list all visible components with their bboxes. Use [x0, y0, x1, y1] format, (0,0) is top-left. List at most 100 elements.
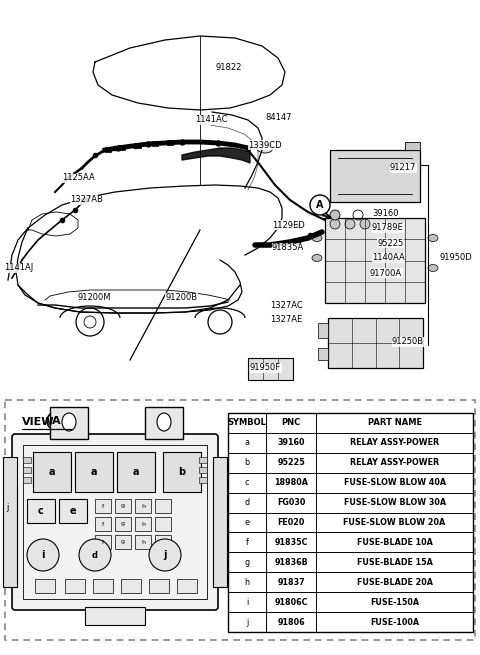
Bar	[75, 452, 113, 492]
Ellipse shape	[428, 265, 438, 272]
Text: 1141AC: 1141AC	[195, 115, 228, 124]
Bar	[167, 140, 173, 145]
Bar	[23, 467, 31, 473]
Bar	[115, 517, 131, 531]
Bar	[199, 477, 207, 483]
Text: 91822: 91822	[215, 64, 241, 73]
Text: 1140AA: 1140AA	[372, 253, 405, 263]
Text: h: h	[141, 521, 145, 527]
Bar	[95, 535, 111, 549]
Text: f: f	[246, 538, 249, 547]
Bar	[23, 445, 207, 599]
Text: RELAY ASSY-POWER: RELAY ASSY-POWER	[350, 438, 439, 447]
Text: 91950D: 91950D	[440, 253, 473, 263]
Circle shape	[330, 210, 340, 220]
Text: 91789E: 91789E	[372, 223, 404, 233]
Text: SYMBOL: SYMBOL	[228, 419, 266, 428]
Text: e: e	[70, 506, 76, 516]
Text: FUSE-BLADE 15A: FUSE-BLADE 15A	[357, 558, 432, 567]
Bar	[318, 323, 328, 338]
Circle shape	[149, 539, 181, 571]
Bar	[328, 318, 423, 368]
Text: 18980A: 18980A	[274, 478, 308, 487]
Text: FUSE-100A: FUSE-100A	[370, 618, 419, 627]
Text: f: f	[102, 540, 104, 544]
Circle shape	[27, 539, 59, 571]
Bar	[119, 145, 125, 150]
Text: 95225: 95225	[277, 458, 305, 467]
Text: g: g	[121, 540, 125, 544]
Text: g: g	[121, 521, 125, 527]
Ellipse shape	[157, 413, 171, 431]
Text: 84147: 84147	[265, 113, 291, 122]
Bar	[85, 607, 145, 625]
Bar	[163, 452, 201, 492]
Text: FUSE-SLOW BLOW 40A: FUSE-SLOW BLOW 40A	[344, 478, 445, 487]
Bar	[23, 457, 31, 463]
Text: 1327AB: 1327AB	[70, 195, 103, 204]
Text: A: A	[52, 416, 60, 426]
Text: 39160: 39160	[372, 208, 398, 217]
Text: g: g	[244, 558, 250, 567]
Bar	[135, 499, 151, 513]
Bar	[3, 457, 17, 587]
Bar	[121, 579, 141, 593]
Bar	[213, 457, 227, 587]
Bar	[155, 535, 171, 549]
Text: 91806: 91806	[277, 618, 305, 627]
Text: 91700A: 91700A	[370, 269, 402, 278]
Bar	[135, 143, 141, 148]
Bar	[105, 147, 111, 152]
Text: d: d	[244, 498, 250, 507]
Text: j: j	[246, 618, 248, 627]
Bar	[95, 499, 111, 513]
Text: g: g	[121, 504, 125, 508]
Bar	[115, 535, 131, 549]
Circle shape	[360, 219, 370, 229]
Ellipse shape	[257, 143, 273, 153]
Polygon shape	[182, 148, 250, 163]
Ellipse shape	[312, 255, 322, 261]
Text: a: a	[244, 438, 250, 447]
Text: FUSE-150A: FUSE-150A	[370, 597, 419, 607]
Text: 39160: 39160	[277, 438, 305, 447]
Ellipse shape	[312, 234, 322, 242]
Text: d: d	[92, 550, 98, 559]
Text: FE020: FE020	[277, 518, 305, 527]
Bar	[155, 499, 171, 513]
Text: 1327AC: 1327AC	[270, 301, 303, 310]
Text: f: f	[102, 504, 104, 508]
Bar	[318, 348, 328, 360]
Text: 95225: 95225	[377, 238, 403, 248]
Text: FUSE-BLADE 20A: FUSE-BLADE 20A	[357, 578, 432, 587]
Text: h: h	[244, 578, 250, 587]
Text: 91835A: 91835A	[272, 244, 304, 252]
Text: h: h	[141, 540, 145, 544]
Bar	[177, 579, 197, 593]
Text: A: A	[316, 200, 324, 210]
Text: 91836B: 91836B	[274, 558, 308, 567]
Circle shape	[330, 219, 340, 229]
Text: i: i	[246, 597, 248, 607]
Bar	[35, 579, 55, 593]
Text: j: j	[6, 502, 8, 512]
Ellipse shape	[62, 413, 76, 431]
Text: FUSE-SLOW BLOW 20A: FUSE-SLOW BLOW 20A	[344, 518, 446, 527]
Bar	[95, 517, 111, 531]
Bar	[325, 218, 425, 303]
Bar	[145, 407, 183, 439]
Bar	[50, 407, 88, 439]
Text: c: c	[38, 506, 44, 516]
Text: b: b	[244, 458, 250, 467]
Bar	[115, 499, 131, 513]
Text: 1129ED: 1129ED	[272, 221, 305, 229]
Bar	[155, 517, 171, 531]
Text: 91200B: 91200B	[165, 293, 197, 303]
Text: 91950F: 91950F	[250, 364, 281, 373]
Text: VIEW: VIEW	[22, 417, 55, 427]
Text: 91806C: 91806C	[275, 597, 308, 607]
Text: 91217: 91217	[390, 164, 416, 172]
Text: 1339CD: 1339CD	[248, 141, 282, 149]
Text: i: i	[41, 550, 45, 560]
Bar	[93, 579, 113, 593]
